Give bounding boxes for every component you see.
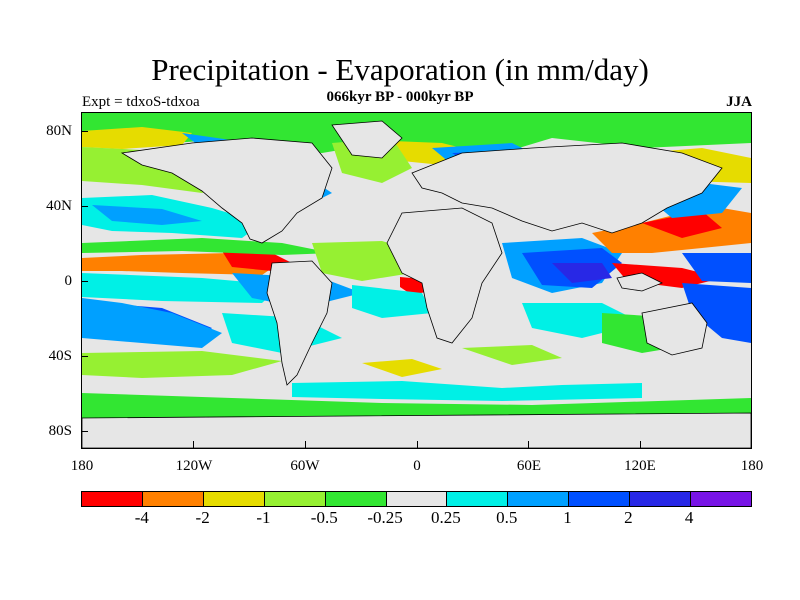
colorbar-swatch xyxy=(569,492,631,506)
x-tick-label: 180 xyxy=(70,458,94,474)
colorbar-label: -0.5 xyxy=(310,508,338,527)
x-tick-label: 180 xyxy=(740,458,764,474)
colorbar-swatch xyxy=(691,492,751,506)
colorbar-swatch xyxy=(508,492,570,506)
experiment-label: Expt = tdxoS-tdxoa xyxy=(82,94,200,110)
colorbar-label: 0.25 xyxy=(431,508,461,527)
colorbar-swatch xyxy=(142,492,204,506)
light-green-patch xyxy=(82,351,282,378)
blue-patch xyxy=(82,298,222,348)
colorbar-label: 1 xyxy=(563,508,572,527)
africa xyxy=(386,207,503,344)
colorbar-swatch xyxy=(264,492,326,506)
purple-patch xyxy=(552,263,612,283)
dark-blue-patch xyxy=(682,253,751,283)
indonesia xyxy=(616,272,663,292)
x-tick-label: 60E xyxy=(516,458,542,474)
antarctica xyxy=(82,412,751,448)
green-patch xyxy=(82,238,332,255)
colorbar-swatch xyxy=(630,492,692,506)
season-label: JJA xyxy=(726,94,752,110)
x-tick xyxy=(528,441,529,449)
y-tick xyxy=(81,431,88,432)
x-tick xyxy=(417,441,418,449)
yellow-patch xyxy=(82,127,192,149)
colorbar-swatch xyxy=(386,492,448,506)
map-canvas xyxy=(82,113,751,448)
cyan-patch xyxy=(292,381,642,401)
red-patch xyxy=(642,211,722,238)
colorbar-label: -1 xyxy=(256,508,271,527)
yellow-patch xyxy=(362,359,442,377)
colorbar-label: 0.5 xyxy=(496,508,518,527)
map-panel xyxy=(81,112,752,449)
subtitle: 066kyr BP - 000kyr BP xyxy=(326,89,474,105)
australia xyxy=(641,302,708,356)
y-tick-label: 80N xyxy=(46,123,72,139)
dark-blue-patch xyxy=(682,283,751,343)
y-tick-label: 80S xyxy=(48,423,72,439)
colorbar-label: -0.25 xyxy=(367,508,403,527)
north-america xyxy=(120,137,333,244)
light-green-patch xyxy=(462,345,562,365)
y-tick xyxy=(81,206,88,207)
cyan-patch xyxy=(82,273,282,303)
colorbar-swatch xyxy=(82,492,143,506)
y-tick xyxy=(81,281,88,282)
colorbar xyxy=(81,491,752,507)
x-tick xyxy=(640,441,641,449)
x-tick-label: 120E xyxy=(624,458,656,474)
x-tick xyxy=(193,441,194,449)
south-america xyxy=(266,260,333,386)
green-patch xyxy=(82,393,751,418)
land-masses xyxy=(82,120,751,448)
cyan-patch xyxy=(352,285,432,318)
x-tick-label: 0 xyxy=(413,458,421,474)
eurasia xyxy=(411,142,723,234)
colorbar-label: 2 xyxy=(624,508,633,527)
colorbar-label: -4 xyxy=(134,508,149,527)
y-tick-label: 0 xyxy=(64,273,73,289)
colorbar-swatch xyxy=(447,492,509,506)
x-tick xyxy=(305,441,306,449)
colorbar-label: -2 xyxy=(195,508,210,527)
colorbar-label: 4 xyxy=(684,508,694,527)
y-tick xyxy=(81,131,88,132)
y-tick-label: 40N xyxy=(46,198,72,214)
x-tick-label: 60W xyxy=(290,458,320,474)
y-tick-label: 40S xyxy=(48,348,72,364)
colorbar-swatch xyxy=(325,492,387,506)
colorbar-swatch xyxy=(203,492,265,506)
blue-patch xyxy=(92,205,202,225)
page-title: Precipitation - Evaporation (in mm/day) xyxy=(151,52,649,87)
y-tick xyxy=(81,356,88,357)
x-tick-label: 120W xyxy=(175,458,213,474)
greenland xyxy=(331,120,403,159)
